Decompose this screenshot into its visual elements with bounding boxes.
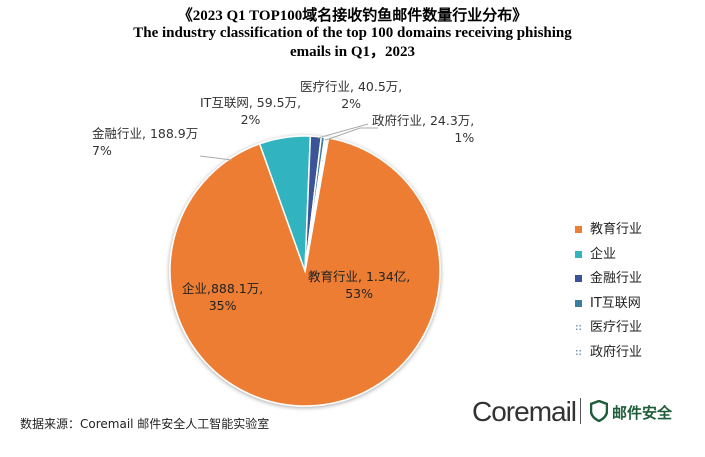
legend-swatch <box>575 250 582 258</box>
data-label-education: 教育行业, 1.34亿, 53% <box>308 269 411 301</box>
legend-swatch <box>575 275 582 282</box>
data-source: 数据来源：Coremail 邮件安全人工智能实验室 <box>20 417 270 431</box>
data-label-government: 政府行业, 24.3万, 1% <box>372 113 475 145</box>
legend-swatch <box>575 348 582 356</box>
legend-swatch <box>575 324 582 331</box>
logo-divider <box>580 398 581 424</box>
subtitle-line-1: The industry classification of the top 1… <box>133 25 572 41</box>
data-label-medical: 医疗行业, 40.5万, 2% <box>300 79 403 111</box>
data-label-enterprise: 企业,888.1万, 35% <box>182 281 264 313</box>
legend-swatch <box>575 299 582 307</box>
pie-slice-government <box>304 136 330 272</box>
legend-label: 政府行业 <box>590 344 643 360</box>
subtitle-line-2: emails in Q1，2023 <box>289 44 415 60</box>
coremail-logo: Coremail <box>472 396 577 427</box>
chart-title: 《2023 Q1 TOP100域名接收钓鱼邮件数量行业分布》 <box>177 8 528 24</box>
legend-swatch <box>575 226 582 233</box>
leader-line-finance <box>199 155 233 161</box>
data-label-it: IT互联网, 59.5万, 2% <box>200 95 302 127</box>
legend-item-education: 教育行业 <box>575 218 642 237</box>
data-label-finance: 金融行业, 188.9万 7% <box>92 126 199 158</box>
legend-label: 企业 <box>590 246 617 262</box>
legend-label: 医疗行业 <box>590 320 643 335</box>
leader-line-government <box>325 127 378 141</box>
pie-slice-education <box>169 137 441 407</box>
legend-item-it: IT互联网 <box>575 292 641 311</box>
legend-item-enterprise: 企业 <box>575 243 616 262</box>
shield-icon <box>590 400 608 422</box>
leader-line-medical <box>317 123 369 139</box>
chart-subtitle: The industry classification of the top 1… <box>0 24 705 62</box>
legend-item-government: 政府行业 <box>575 341 642 360</box>
legend-item-finance: 金融行业 <box>575 267 642 286</box>
legend-label: IT互联网 <box>590 295 641 311</box>
brand-text: 邮件安全 <box>612 404 673 422</box>
legend-label: 教育行业 <box>590 222 643 237</box>
legend-label: 金融行业 <box>590 271 643 286</box>
legend-item-medical: 医疗行业 <box>575 316 642 335</box>
